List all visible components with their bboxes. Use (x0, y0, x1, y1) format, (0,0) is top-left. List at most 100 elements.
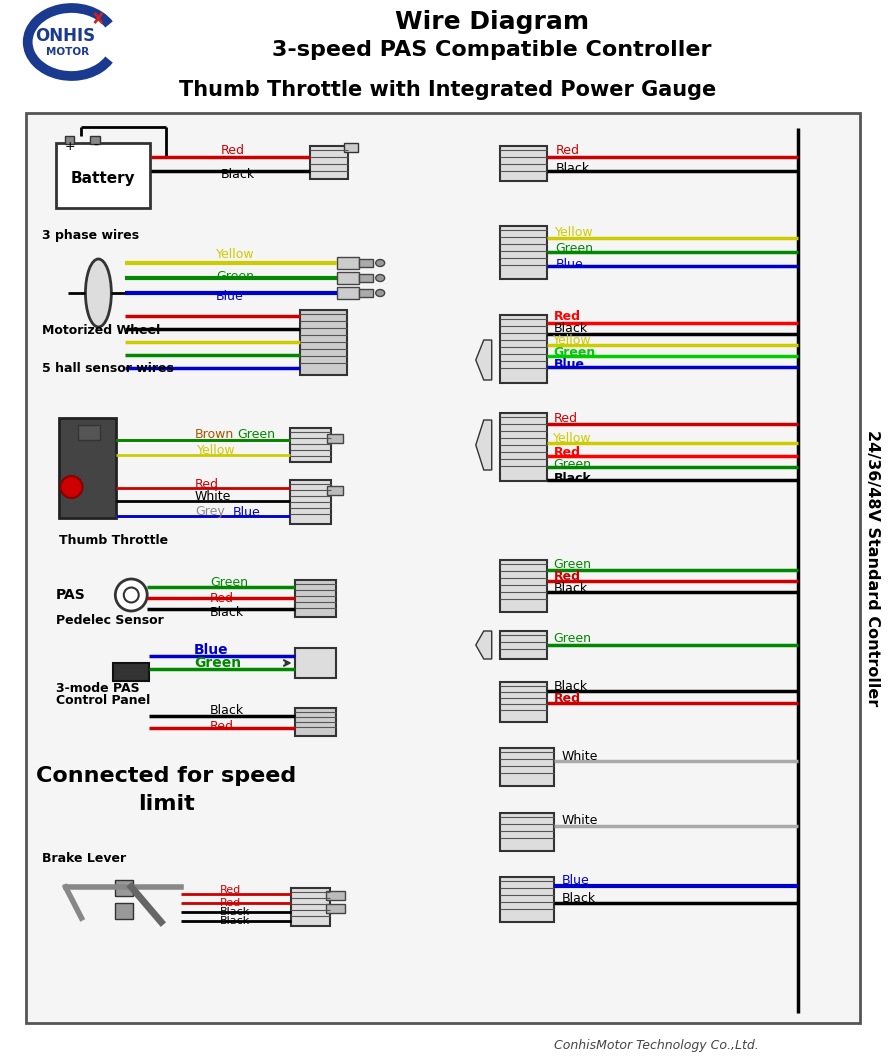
Bar (311, 146, 348, 179)
Bar (295, 708, 337, 736)
Bar (500, 146, 547, 181)
Text: Black: Black (210, 704, 244, 717)
Bar (328, 434, 343, 443)
Text: Brown: Brown (195, 428, 234, 442)
Text: Red: Red (220, 885, 241, 895)
Text: Yellow: Yellow (554, 335, 592, 348)
Text: Control Panel: Control Panel (55, 694, 150, 707)
Text: Green: Green (555, 242, 594, 254)
Bar (295, 580, 337, 617)
Text: Yellow: Yellow (197, 443, 236, 457)
Text: Green: Green (554, 633, 591, 646)
Bar (500, 315, 547, 383)
Text: Red: Red (554, 311, 580, 323)
Bar (500, 813, 555, 851)
Text: MOTOR: MOTOR (46, 47, 89, 57)
Bar (359, 259, 373, 267)
Text: Black: Black (554, 679, 588, 692)
Ellipse shape (115, 579, 147, 611)
Text: Blue: Blue (194, 643, 229, 657)
Text: PAS: PAS (55, 588, 86, 602)
Bar (26, 113, 860, 1023)
Text: Red: Red (554, 692, 580, 706)
Text: Connected for speed
limit: Connected for speed limit (36, 766, 296, 814)
Ellipse shape (376, 260, 385, 266)
Bar (115, 880, 133, 896)
Bar (500, 682, 547, 722)
Text: Black: Black (555, 161, 589, 175)
Text: Red: Red (195, 477, 219, 491)
Text: Black: Black (220, 907, 250, 917)
Text: ONHIS: ONHIS (36, 26, 96, 45)
Text: 3-speed PAS Compatible Controller: 3-speed PAS Compatible Controller (272, 40, 712, 60)
Bar (500, 560, 547, 612)
Text: Red: Red (554, 445, 580, 459)
Text: Battery: Battery (71, 171, 136, 185)
Text: Blue: Blue (216, 290, 244, 303)
Bar (328, 485, 343, 495)
Text: -: - (93, 139, 98, 153)
Text: Brake Lever: Brake Lever (42, 851, 126, 865)
Text: Black: Black (221, 167, 255, 180)
Text: Green: Green (237, 428, 275, 442)
Bar (90, 136, 100, 144)
Text: Blue: Blue (562, 874, 589, 887)
Text: Black: Black (220, 916, 250, 926)
Text: 3-mode PAS: 3-mode PAS (55, 682, 139, 694)
Text: White: White (562, 749, 597, 762)
Text: Yellow: Yellow (555, 226, 594, 238)
Text: White: White (562, 814, 597, 828)
Bar (500, 226, 547, 279)
Bar (500, 877, 555, 922)
FancyArrow shape (476, 420, 492, 470)
Bar (290, 888, 330, 926)
Bar (327, 891, 346, 900)
Text: Grey: Grey (195, 506, 225, 518)
Bar (79, 425, 100, 440)
Bar (289, 480, 331, 524)
FancyArrow shape (476, 631, 492, 659)
Text: Pedelec Sensor: Pedelec Sensor (55, 614, 163, 626)
Text: Red: Red (554, 570, 580, 583)
Bar (115, 903, 133, 919)
Text: 24/36/48V Standard Controller: 24/36/48V Standard Controller (864, 430, 880, 706)
Bar (500, 631, 547, 659)
Bar (359, 273, 373, 282)
Text: Black: Black (554, 583, 588, 596)
Text: Green: Green (554, 459, 591, 472)
Text: White: White (195, 491, 231, 504)
Text: Black: Black (554, 322, 588, 336)
Bar (295, 648, 337, 678)
Text: +: + (64, 140, 75, 153)
Bar (338, 287, 359, 299)
Bar (289, 428, 331, 462)
Bar (500, 413, 547, 481)
Text: Red: Red (555, 144, 580, 158)
Text: Black: Black (562, 893, 596, 905)
Bar (338, 257, 359, 269)
Text: Thumb Throttle: Thumb Throttle (59, 533, 168, 547)
Bar (500, 748, 555, 787)
Bar (55, 143, 150, 208)
Bar (338, 272, 359, 284)
Text: Thumb Throttle with Integrated Power Gauge: Thumb Throttle with Integrated Power Gau… (179, 80, 716, 100)
Text: Green: Green (210, 576, 248, 588)
Bar (359, 289, 373, 297)
Bar (327, 904, 346, 913)
Text: Black: Black (554, 472, 591, 484)
Ellipse shape (61, 476, 82, 498)
Text: Red: Red (220, 898, 241, 908)
Text: Green: Green (554, 559, 591, 571)
Ellipse shape (376, 275, 385, 282)
Text: 5 hall sensor wires: 5 hall sensor wires (42, 361, 173, 374)
Text: Blue: Blue (233, 506, 261, 518)
Text: Red: Red (554, 411, 578, 424)
FancyArrow shape (476, 340, 492, 379)
Text: Green: Green (216, 269, 254, 283)
Text: Yellow: Yellow (554, 431, 592, 444)
Text: Blue: Blue (555, 258, 583, 270)
Bar (59, 418, 116, 518)
Ellipse shape (124, 587, 138, 602)
Text: Red: Red (210, 720, 234, 732)
Text: Motorized Wheel: Motorized Wheel (42, 323, 160, 336)
